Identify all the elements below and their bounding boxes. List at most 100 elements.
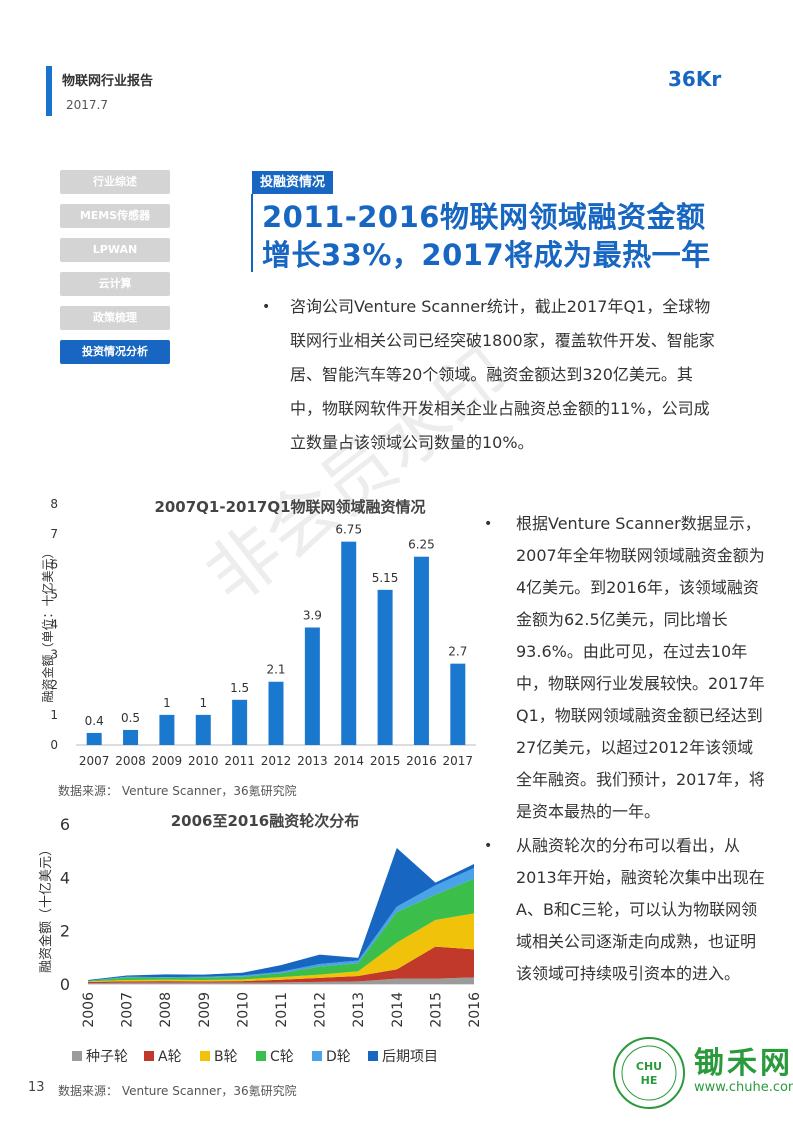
chart1-ytick-label: 2 (50, 678, 58, 692)
chart2-xtick-label: 2010 (235, 992, 251, 1028)
chart1-bar (377, 589, 393, 745)
chart1-xtick-label: 2016 (406, 754, 437, 768)
chart2-title: 2006至2016融资轮次分布 (171, 812, 360, 830)
chart1-ytick-label: 5 (50, 587, 58, 601)
chart2-area-series (88, 946, 474, 984)
chart2-ytick-label: 6 (60, 815, 70, 834)
nav-item-mems[interactable]: MEMS传感器 (60, 204, 170, 228)
36kr-logo: 36Kr (668, 67, 721, 91)
chart2-legend-swatch (256, 1051, 266, 1061)
chart1-xtick-label: 2012 (261, 754, 292, 768)
bullet-dot: • (484, 516, 493, 532)
chart2-legend-label: A轮 (158, 1049, 182, 1065)
chart2-xtick-label: 2015 (428, 992, 444, 1028)
chart2-legend-label: C轮 (270, 1049, 294, 1065)
chart2-legend-swatch (72, 1051, 82, 1061)
chart1-ytick-label: 0 (50, 738, 58, 752)
footer-brand-url: www.chuhe.com (694, 1080, 793, 1095)
chart2-legend-swatch (144, 1051, 154, 1061)
analysis-bullet: • 根据Venture Scanner数据显示，2007年全年物联网领域融资金额… (484, 508, 774, 828)
header-accent-bar (46, 66, 52, 116)
chart1-data-label: 0.5 (121, 711, 140, 725)
chart2-y-axis-label: 融资金额（十亿美元） (38, 843, 54, 973)
chart2-area-series (88, 977, 474, 984)
intro-bullet-text: 咨询公司Venture Scanner统计，截止2017年Q1，全球物联网行业相… (290, 297, 715, 452)
nav-item-cloud[interactable]: 云计算 (60, 272, 170, 296)
funding-bar-chart: 2007Q1-2017Q1物联网领域融资情况 0 1 2 3 4 5 6 7 8 融资金额（单位：十… (40, 497, 476, 768)
chart1-xtick-label: 2017 (443, 754, 474, 768)
logo-text-36: 36Kr (668, 67, 721, 91)
chart1-data-label: 6.75 (335, 523, 362, 537)
nav-item-lpwan[interactable]: LPWAN (60, 238, 170, 262)
chart2-xtick-label: 2009 (197, 992, 213, 1028)
chart1-xtick-label: 2014 (333, 754, 364, 768)
chart1-bar (304, 627, 320, 745)
chart1-bar (123, 729, 139, 745)
chart1-y-axis-label: 融资金额（单位：十亿美元） (40, 546, 55, 702)
chart1-bar (159, 714, 175, 745)
chart2-area-series (88, 913, 474, 982)
nav-item-investment[interactable]: 投资情况分析 (60, 340, 170, 364)
chart1-ytick-label: 3 (50, 648, 58, 662)
chart1-bar (450, 663, 466, 745)
svg-text:CHU: CHU (636, 1060, 662, 1073)
chart2-xtick-label: 2007 (120, 992, 136, 1028)
chart2-legend-label: D轮 (326, 1049, 351, 1065)
chart2-ytick-label: 0 (60, 975, 70, 994)
chart1-xtick-label: 2013 (297, 754, 328, 768)
chart1-ytick-label: 4 (50, 618, 58, 632)
chart1-bar (413, 556, 429, 745)
chart1-xtick-label: 2008 (115, 754, 146, 768)
report-title: 物联网行业报告 (62, 74, 154, 89)
chart1-data-label: 2.7 (448, 645, 467, 659)
chart1-data-label: 6.25 (408, 538, 435, 552)
chart2-xtick-label: 2006 (81, 992, 97, 1028)
chart2-legend-label: 种子轮 (86, 1049, 128, 1065)
report-date: 2017.7 (66, 98, 108, 112)
chart1-data-label: 3.9 (303, 609, 322, 623)
analysis-bullet-text-1: 根据Venture Scanner数据显示，2007年全年物联网领域融资金额为4… (516, 514, 765, 821)
section-nav: 行业综述 MEMS传感器 LPWAN 云计算 政策梳理 投资情况分析 (60, 170, 170, 374)
chart1-bar (195, 714, 211, 745)
chart1-xtick-label: 2010 (188, 754, 219, 768)
main-title: 2011-2016物联网领域融资金额 增长33%，2017将成为最热一年 (262, 200, 711, 272)
chart1-bar (268, 681, 284, 745)
section-tag: 投融资情况 (252, 171, 334, 194)
svg-text:HE: HE (641, 1074, 658, 1087)
chart2-xtick-label: 2013 (351, 992, 367, 1028)
chart2-legend-label: B轮 (214, 1049, 238, 1065)
chart1-data-label: 1.5 (230, 681, 249, 695)
bullet-dot: • (484, 838, 493, 854)
chuhe-badge-logo: CHU HE (613, 1037, 685, 1109)
chart1-data-label: 0.4 (85, 714, 104, 728)
chart2-xtick-label: 2014 (390, 992, 406, 1028)
chart2-ytick-label: 4 (60, 868, 70, 887)
chart1-data-label: 1 (163, 696, 171, 710)
analysis-bullets: • 根据Venture Scanner数据显示，2007年全年物联网领域融资金额… (484, 508, 774, 992)
chart1-ytick-label: 8 (50, 497, 58, 511)
chart1-xtick-label: 2009 (152, 754, 183, 768)
chart2-ytick-label: 2 (60, 922, 70, 941)
chart1-data-label: 5.15 (372, 571, 399, 585)
chart1-ytick-label: 6 (50, 557, 58, 571)
chart2-xtick-label: 2011 (274, 992, 290, 1028)
chart2-xtick-label: 2008 (158, 992, 174, 1028)
chart1-bar (86, 732, 102, 745)
chart1-data-label: 1 (199, 696, 207, 710)
analysis-bullet: • 从融资轮次的分布可以看出，从2013年开始，融资轮次集中出现在A、B和C三轮… (484, 830, 774, 990)
nav-item-policy[interactable]: 政策梳理 (60, 306, 170, 330)
round-distribution-area-chart: 2006至2016融资轮次分布 0 2 4 6 融资金额（十亿美元） 2006 2007 200… (38, 812, 483, 1065)
title-rule (251, 194, 253, 272)
chart2-source: 数据来源： Venture Scanner，36氪研究院 (58, 1084, 297, 1098)
chart2-xtick-label: 2012 (313, 992, 329, 1028)
chart2-legend-swatch (312, 1051, 322, 1061)
chart2-legend-swatch (200, 1051, 210, 1061)
chart1-title: 2007Q1-2017Q1物联网领域融资情况 (154, 498, 425, 516)
chart1-data-label: 2.1 (266, 663, 285, 677)
page-number: 13 (28, 1080, 45, 1095)
chart2-legend-label: 后期项目 (382, 1049, 438, 1065)
analysis-bullet-text-2: 从融资轮次的分布可以看出，从2013年开始，融资轮次集中出现在A、B和C三轮，可… (516, 836, 765, 983)
intro-bullet: • 咨询公司Venture Scanner统计，截止2017年Q1，全球物联网行… (262, 290, 732, 460)
chart1-ytick-label: 1 (50, 708, 58, 722)
nav-item-overview[interactable]: 行业综述 (60, 170, 170, 194)
